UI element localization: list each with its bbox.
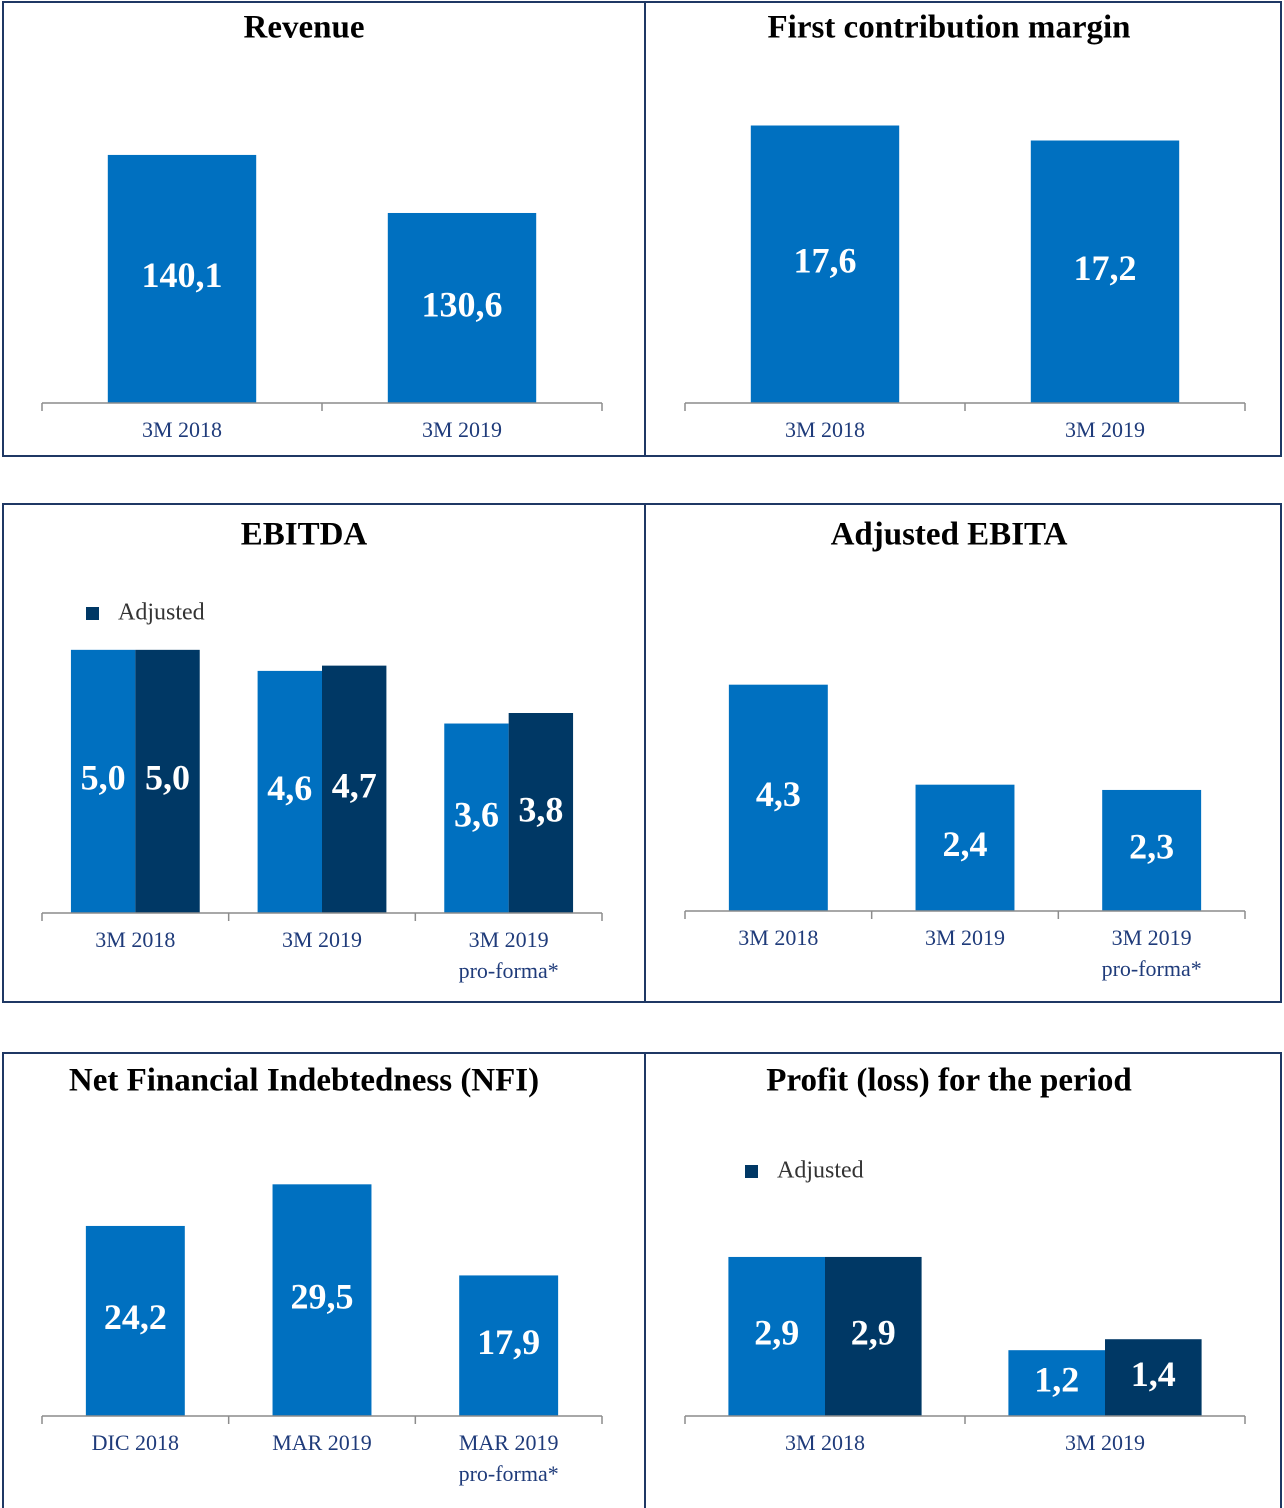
bar: [508, 713, 574, 913]
x-tick-label: 3M 2018: [785, 417, 865, 442]
value-label: 3,6: [454, 795, 499, 835]
value-label: 2,9: [851, 1313, 896, 1353]
bar: [459, 1275, 559, 1416]
bar: [728, 1256, 825, 1416]
chart-title: Revenue: [244, 10, 365, 46]
value-label: 4,3: [756, 774, 801, 814]
x-tick-label: DIC 2018: [92, 1430, 179, 1455]
bar: [1105, 1339, 1202, 1416]
panel-frame: [2, 503, 1282, 1003]
x-tick-label: 3M 2019: [1065, 417, 1145, 442]
value-label: 3,8: [518, 789, 563, 829]
x-tick-label: 3M 2018: [95, 927, 175, 952]
chart-title: Net Financial Indebtedness (NFI): [69, 1063, 539, 1099]
value-label: 2,4: [943, 824, 988, 864]
value-label: 17,2: [1074, 248, 1137, 288]
bar: [85, 1225, 185, 1416]
bar: [750, 125, 900, 403]
x-tick-label: MAR 2019: [272, 1430, 372, 1455]
bar: [322, 665, 387, 913]
value-label: 2,9: [754, 1313, 799, 1353]
bar: [444, 723, 509, 913]
legend-swatch: [745, 1165, 758, 1178]
value-label: 4,7: [332, 766, 377, 806]
value-label: 4,6: [267, 768, 312, 808]
value-label: 2,3: [1129, 827, 1174, 867]
x-tick-label: 3M 2018: [738, 925, 818, 950]
chart-title: Profit (loss) for the period: [766, 1063, 1131, 1099]
bar: [825, 1256, 922, 1416]
value-label: 1,4: [1131, 1354, 1176, 1394]
x-tick-label: 3M 2018: [142, 417, 222, 442]
value-label: 5,0: [145, 758, 190, 798]
x-tick-label: 3M 2019: [1065, 1430, 1145, 1455]
value-label: 29,5: [291, 1276, 354, 1316]
value-label: 17,9: [477, 1322, 540, 1362]
bar: [70, 649, 136, 913]
value-label: 24,2: [104, 1297, 167, 1337]
value-label: 140,1: [142, 255, 223, 295]
value-label: 130,6: [422, 284, 503, 324]
bar: [728, 684, 828, 911]
bar: [107, 154, 257, 403]
x-tick-label: 3M 2019: [282, 927, 362, 952]
chart-title: Adjusted EBITA: [831, 517, 1068, 553]
legend-label: Adjusted: [118, 600, 205, 626]
bar: [387, 212, 537, 403]
x-tick-label: 3M 2018: [785, 1430, 865, 1455]
chart-title: EBITDA: [241, 517, 368, 553]
bar: [1030, 140, 1180, 403]
value-label: 17,6: [794, 241, 857, 281]
chart-title: First contribution margin: [768, 10, 1131, 46]
x-tick-label: 3M 2019 pro-forma*: [459, 927, 559, 983]
legend-swatch: [86, 607, 99, 620]
value-label: 5,0: [81, 758, 126, 798]
panel-frame: [2, 1, 1282, 457]
legend-label: Adjusted: [777, 1158, 864, 1184]
value-label: 1,2: [1034, 1359, 1079, 1399]
x-tick-label: MAR 2019 pro-forma*: [459, 1430, 559, 1486]
x-tick-label: 3M 2019 pro-forma*: [1102, 925, 1202, 981]
bar: [257, 670, 322, 913]
bar: [1102, 789, 1202, 911]
bar: [1008, 1350, 1105, 1416]
x-tick-label: 3M 2019: [422, 417, 502, 442]
panel-frame: [2, 1052, 1282, 1508]
x-tick-label: 3M 2019: [925, 925, 1005, 950]
bar: [915, 784, 1015, 911]
bar: [135, 649, 200, 913]
bar: [272, 1184, 372, 1416]
